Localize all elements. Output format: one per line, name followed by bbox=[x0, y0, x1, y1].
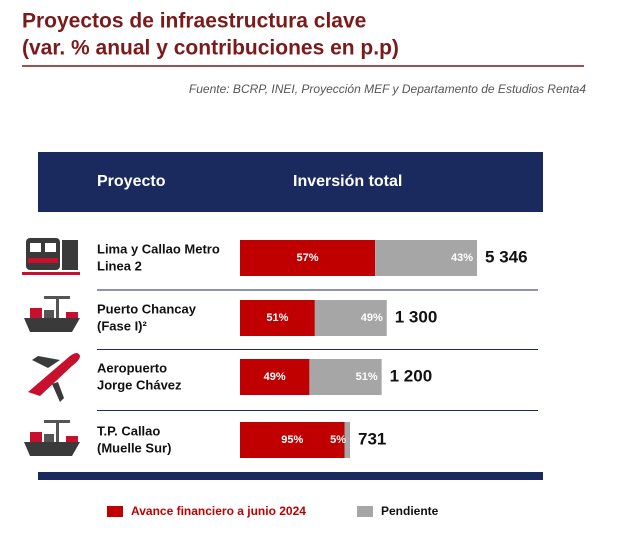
plane-icon bbox=[28, 353, 80, 402]
bar-segment bbox=[314, 300, 387, 336]
segment-label: 95% bbox=[281, 434, 303, 446]
bar-segment bbox=[240, 359, 310, 395]
row-label: Puerto Chancay bbox=[97, 301, 197, 316]
legend-swatch bbox=[107, 506, 123, 517]
bar-segment bbox=[240, 422, 345, 458]
total-label: 1 200 bbox=[390, 366, 433, 385]
segment-label: 43% bbox=[451, 252, 473, 264]
row-label: (Muelle Sur) bbox=[97, 440, 171, 455]
segment-label: 51% bbox=[266, 312, 288, 324]
table-header bbox=[38, 152, 543, 212]
title-line: (var. % anual y contribuciones en p.p) bbox=[22, 37, 399, 60]
bar-segment bbox=[344, 422, 350, 458]
row-label: Aeropuerto bbox=[97, 360, 167, 375]
segment-label: 57% bbox=[297, 252, 319, 264]
row-label: (Fase I)² bbox=[97, 318, 148, 333]
legend-label: Avance financiero a junio 2024 bbox=[131, 504, 306, 518]
row-label: Linea 2 bbox=[97, 258, 142, 273]
ship-icon bbox=[24, 296, 80, 332]
total-label: 1 300 bbox=[395, 307, 438, 326]
bar-segment bbox=[240, 240, 376, 276]
total-label: 5 346 bbox=[485, 247, 528, 266]
row-label: Jorge Chávez bbox=[97, 377, 182, 392]
row-label: T.P. Callao bbox=[97, 423, 160, 438]
total-label: 731 bbox=[358, 429, 386, 448]
segment-label: 5% bbox=[330, 434, 346, 446]
segment-label: 49% bbox=[264, 371, 286, 383]
segment-label: 51% bbox=[356, 371, 378, 383]
bar-segment bbox=[240, 300, 315, 336]
legend-swatch bbox=[357, 506, 373, 517]
bar-segment bbox=[375, 240, 478, 276]
segment-label: 49% bbox=[361, 312, 383, 324]
column-header: Inversión total bbox=[293, 173, 402, 190]
title-line: Proyectos de infraestructura clave bbox=[22, 10, 366, 33]
legend-label: Pendiente bbox=[381, 504, 439, 518]
train-icon bbox=[22, 238, 80, 275]
column-header: Proyecto bbox=[97, 173, 166, 190]
port-icon bbox=[24, 420, 80, 456]
table-footer bbox=[38, 472, 543, 480]
row-label: Lima y Callao Metro bbox=[97, 241, 220, 256]
bar-segment bbox=[309, 359, 382, 395]
source: Fuente: BCRP, INEI, Proyección MEF y Dep… bbox=[189, 82, 586, 96]
